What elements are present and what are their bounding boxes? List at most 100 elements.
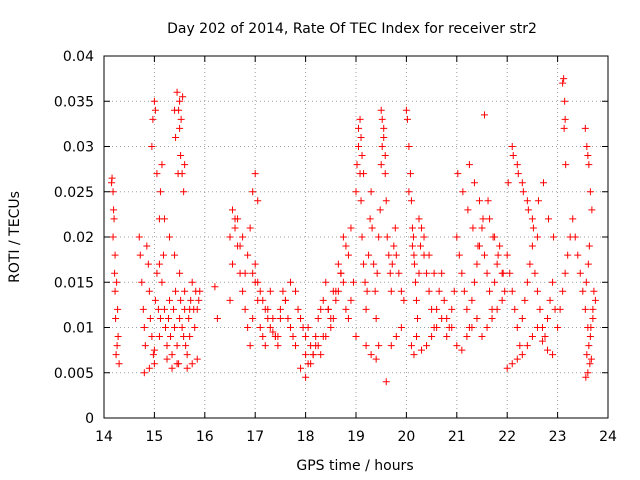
data-point: [478, 224, 486, 232]
data-point: [470, 278, 478, 286]
data-point: [170, 305, 178, 313]
data-point: [428, 333, 436, 341]
data-point: [528, 242, 536, 250]
data-point: [410, 351, 418, 359]
data-point: [226, 296, 234, 304]
data-point: [149, 115, 157, 123]
data-point: [473, 260, 481, 268]
data-point: [355, 143, 363, 150]
data-point: [180, 188, 188, 196]
data-point: [179, 93, 187, 101]
data-point: [156, 188, 164, 196]
x-axis-tick-labels: 14 15 16 17 18 19 20 21 22 23 24: [95, 429, 617, 445]
data-point: [438, 269, 446, 277]
data-point: [425, 287, 433, 295]
data-point: [486, 287, 494, 295]
x-tick-label: 17: [246, 429, 264, 445]
data-point: [112, 351, 120, 359]
data-point: [304, 324, 312, 331]
x-tick-label: 18: [297, 429, 315, 445]
data-point: [481, 251, 489, 259]
data-point: [173, 342, 181, 350]
data-point: [586, 188, 594, 196]
data-point: [410, 260, 418, 268]
data-point: [571, 233, 579, 241]
data-point: [309, 351, 317, 359]
data-point: [584, 152, 592, 160]
data-point: [440, 296, 448, 304]
data-point: [259, 333, 267, 341]
data-point: [109, 233, 117, 241]
data-point: [545, 215, 553, 223]
data-point: [425, 251, 433, 259]
data-point: [375, 233, 383, 241]
data-point: [453, 233, 461, 241]
data-point: [506, 269, 514, 277]
data-point: [514, 170, 522, 178]
data-point: [518, 314, 526, 322]
data-point: [176, 97, 184, 105]
data-point: [400, 296, 408, 304]
data-point: [173, 88, 181, 96]
data-point: [360, 170, 368, 178]
data-point: [585, 161, 593, 169]
data-point: [561, 115, 569, 123]
data-point: [430, 269, 438, 277]
data-point: [322, 278, 330, 286]
data-point: [479, 215, 487, 223]
data-point: [148, 143, 156, 150]
data-point: [465, 161, 473, 169]
data-point: [410, 251, 418, 259]
data-point: [146, 314, 154, 322]
x-tick-label: 14: [95, 429, 113, 445]
data-point: [463, 305, 471, 313]
data-point: [536, 305, 544, 313]
data-point: [513, 161, 521, 169]
data-point: [347, 296, 355, 304]
data-point: [279, 287, 287, 295]
data-point: [375, 342, 383, 350]
data-point: [546, 296, 554, 304]
data-point: [483, 324, 491, 331]
data-point: [412, 296, 420, 304]
data-point: [181, 161, 189, 169]
data-point: [453, 342, 461, 350]
data-point: [499, 269, 507, 277]
data-point: [302, 351, 310, 359]
data-point: [327, 314, 335, 322]
data-point: [533, 324, 541, 331]
data-point: [392, 333, 400, 341]
data-point: [358, 233, 366, 241]
data-point: [356, 115, 364, 123]
data-point: [503, 364, 511, 372]
data-point: [246, 224, 254, 232]
data-point: [549, 278, 557, 286]
chart-title: Day 202 of 2014, Rate Of TEC Index for r…: [167, 21, 537, 37]
data-point: [139, 305, 147, 313]
data-point: [529, 224, 537, 232]
data-point: [386, 269, 394, 277]
data-point: [317, 351, 325, 359]
data-point: [365, 251, 373, 259]
data-point: [366, 215, 374, 223]
data-point: [486, 215, 494, 223]
data-point: [524, 206, 532, 214]
data-point: [352, 188, 360, 196]
data-point: [508, 360, 516, 368]
data-point: [513, 324, 521, 331]
data-point: [590, 287, 598, 295]
data-point: [312, 333, 320, 341]
data-point: [183, 364, 191, 372]
data-point: [344, 314, 352, 322]
data-point: [274, 342, 282, 350]
data-point: [324, 305, 332, 313]
data-point: [581, 305, 589, 313]
data-point: [281, 296, 289, 304]
data-point: [511, 305, 519, 313]
y-tick-label: 0.02: [63, 230, 94, 246]
data-point: [332, 296, 340, 304]
data-point: [533, 233, 541, 241]
data-point: [518, 351, 526, 359]
data-point: [183, 351, 191, 359]
x-tick-label: 23: [549, 429, 567, 445]
